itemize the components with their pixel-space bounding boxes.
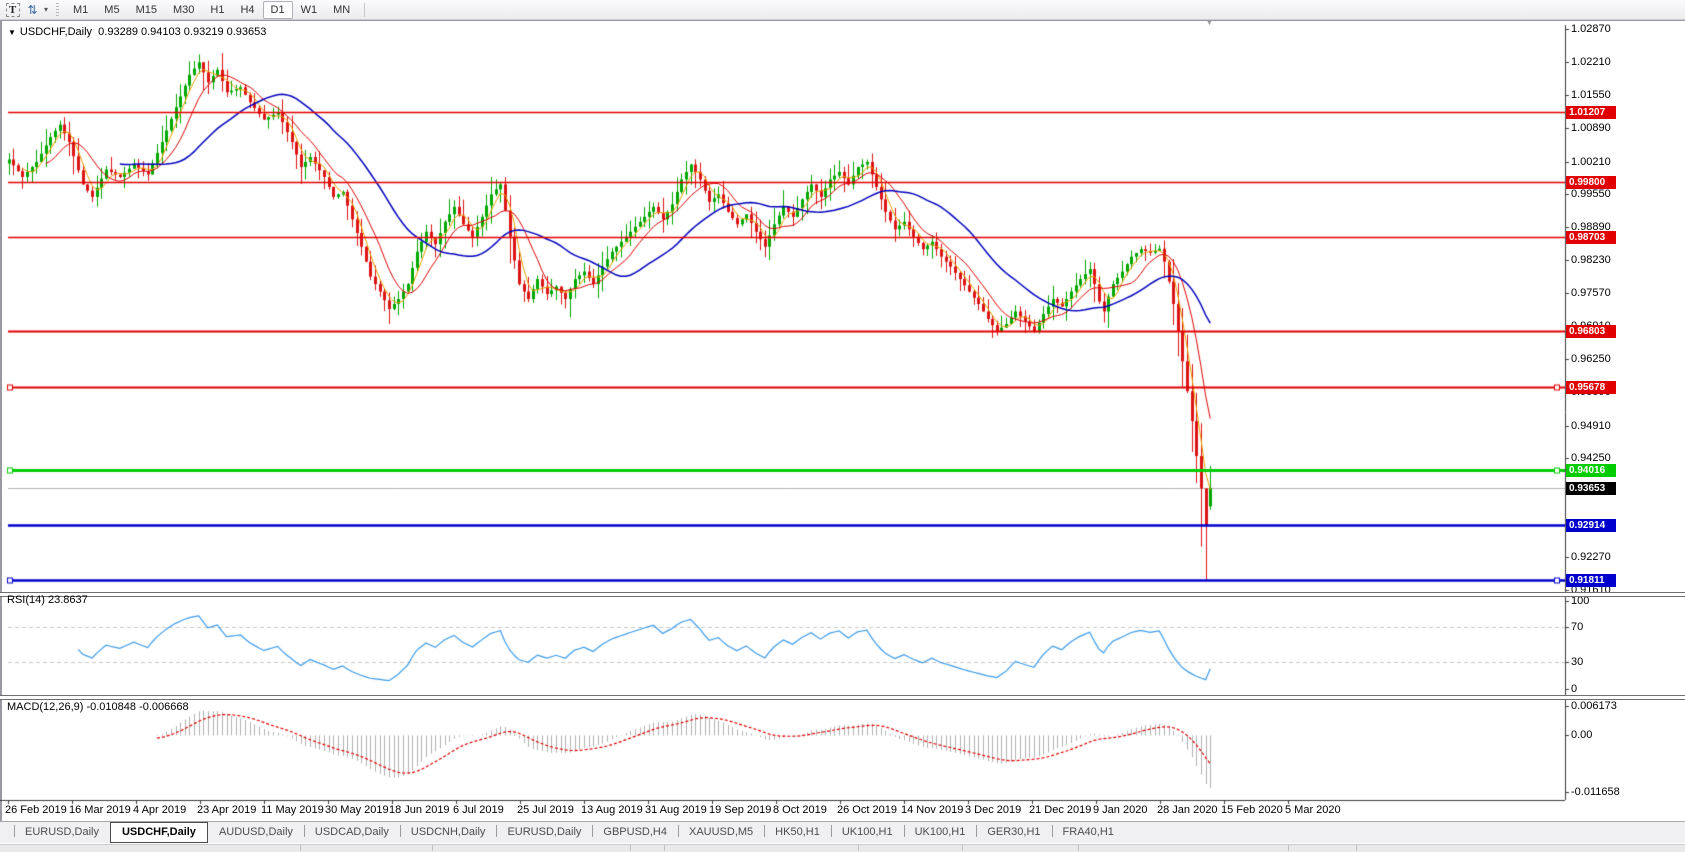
date-axis-label: 31 Aug 2019	[645, 804, 707, 816]
status-strip-divider	[1356, 845, 1357, 851]
chart-tab[interactable]: EURUSD,Daily	[496, 823, 592, 842]
date-axis-label: 9 Jan 2020	[1093, 804, 1148, 816]
rsi-axis-tick: 100	[1571, 594, 1590, 607]
date-axis-label: 26 Feb 2019	[5, 804, 67, 816]
date-axis-label: 18 Jun 2019	[389, 804, 450, 816]
date-axis-label: 23 Apr 2019	[197, 804, 257, 816]
chart-tab[interactable]: GER30,H1	[976, 823, 1051, 842]
status-strip-divider	[432, 845, 433, 851]
current-price-badge: 0.93653	[1566, 482, 1616, 495]
date-axis-label: 26 Oct 2019	[837, 804, 897, 816]
date-axis-label: 11 May 2019	[261, 804, 324, 816]
status-strip-divider	[1288, 845, 1289, 851]
status-strip-divider	[630, 845, 631, 851]
date-axis-label: 5 Mar 2020	[1285, 804, 1341, 816]
chart-tab[interactable]: USDCAD,Daily	[303, 823, 400, 842]
chart-tab[interactable]: FRA40,H1	[1051, 823, 1125, 842]
panel-separator-rsi[interactable]	[0, 592, 1685, 597]
price-axis-tick: 0.92270	[1571, 551, 1611, 564]
chart-symbol-label: USDCHF,Daily	[19, 26, 93, 38]
macd-axis-tick: 0.006173	[1571, 699, 1617, 712]
price-axis-tick: 0.98230	[1571, 254, 1611, 267]
price-axis-tick: 1.01550	[1571, 88, 1611, 101]
date-axis-label: 6 Jul 2019	[453, 804, 504, 816]
hline-price-badge[interactable]: 0.92914	[1566, 519, 1616, 532]
chart-title[interactable]: ▼ USDCHF,Daily 0.93289 0.94103 0.93219 0.…	[8, 26, 266, 38]
chart-collapse-icon[interactable]: ▼	[8, 28, 16, 37]
status-strip-divider	[858, 845, 859, 851]
price-axis-tick: 0.99550	[1571, 188, 1611, 201]
date-axis-label: 25 Jul 2019	[517, 804, 574, 816]
chart-quote-values: 0.93289 0.94103 0.93219 0.93653	[98, 26, 267, 38]
chart-tab[interactable]: UK100,H1	[830, 823, 904, 842]
date-axis-label: 4 Apr 2019	[133, 804, 187, 816]
chart-tab[interactable]: XAUUSD,M5	[677, 823, 764, 842]
chart-tab[interactable]: GBPUSD,H4	[592, 823, 678, 842]
hline-price-badge[interactable]: 0.96803	[1566, 325, 1616, 338]
price-axis-tick: 0.98890	[1571, 221, 1611, 234]
date-axis-label: 14 Nov 2019	[901, 804, 964, 816]
price-axis-tick: 0.94250	[1571, 452, 1611, 465]
chart-tab[interactable]: AUDUSD,Daily	[218, 826, 293, 838]
price-axis-tick: 1.02210	[1571, 55, 1611, 68]
chart-tab[interactable]: USDCHF,Daily	[109, 822, 208, 843]
price-axis-tick: 0.97570	[1571, 287, 1611, 300]
chart-tab-bar: EURUSD,Daily USDCHF,Daily AUDUSD,Daily USDC…	[0, 821, 1685, 843]
chart-tab[interactable]: HK50,H1	[764, 823, 831, 842]
price-axis-tick: 1.00210	[1571, 155, 1611, 168]
status-strip-divider	[1078, 845, 1079, 851]
macd-axis-tick: -0.011658	[1571, 786, 1620, 799]
hline-price-badge[interactable]: 0.95678	[1566, 381, 1616, 394]
hline-price-badge[interactable]: 0.94016	[1566, 464, 1616, 477]
macd-indicator-label: MACD(12,26,9) -0.010848 -0.006668	[7, 701, 189, 713]
chart-tab[interactable]: UK100,H1	[903, 823, 977, 842]
date-axis-label: 21 Dec 2019	[1029, 804, 1092, 816]
status-strip-divider	[664, 845, 665, 851]
price-axis-tick: 1.02870	[1571, 22, 1611, 35]
chart-shift-marker-icon[interactable]: ▼	[1206, 20, 1213, 27]
date-axis-label: 15 Feb 2020	[1221, 804, 1283, 816]
status-strip	[0, 844, 1685, 852]
rsi-axis-tick: 70	[1571, 621, 1584, 634]
rsi-axis-tick: 0	[1571, 682, 1578, 695]
panel-separator-macd[interactable]	[0, 695, 1685, 700]
date-axis-label: 28 Jan 2020	[1157, 804, 1218, 816]
rsi-axis-tick: 30	[1571, 656, 1584, 669]
rsi-indicator-label: RSI(14) 23.8637	[7, 594, 88, 606]
hline-price-badge[interactable]: 0.91811	[1566, 574, 1616, 587]
hline-price-badge[interactable]: 0.98703	[1566, 231, 1616, 244]
date-axis-label: 3 Dec 2019	[965, 804, 1022, 816]
price-axis-tick: 1.00890	[1571, 121, 1611, 134]
hline-price-badge[interactable]: 1.01207	[1566, 106, 1616, 119]
date-axis-label: 8 Oct 2019	[773, 804, 827, 816]
macd-axis-tick: 0.00	[1571, 729, 1593, 742]
price-axis-tick: 0.94910	[1571, 419, 1611, 432]
price-axis-tick: 0.96250	[1571, 352, 1611, 365]
date-axis-label: 19 Sep 2019	[709, 804, 772, 816]
date-axis-label: 16 Mar 2019	[69, 804, 131, 816]
date-axis-label: 30 May 2019	[325, 804, 389, 816]
chart-tab[interactable]: USDCNH,Daily	[399, 823, 497, 842]
status-strip-divider	[300, 845, 301, 851]
chart-tab[interactable]: EURUSD,Daily	[14, 823, 110, 842]
date-axis-label: 13 Aug 2019	[581, 804, 643, 816]
hline-price-badge[interactable]: 0.99800	[1566, 176, 1616, 189]
status-strip-divider	[962, 845, 963, 851]
